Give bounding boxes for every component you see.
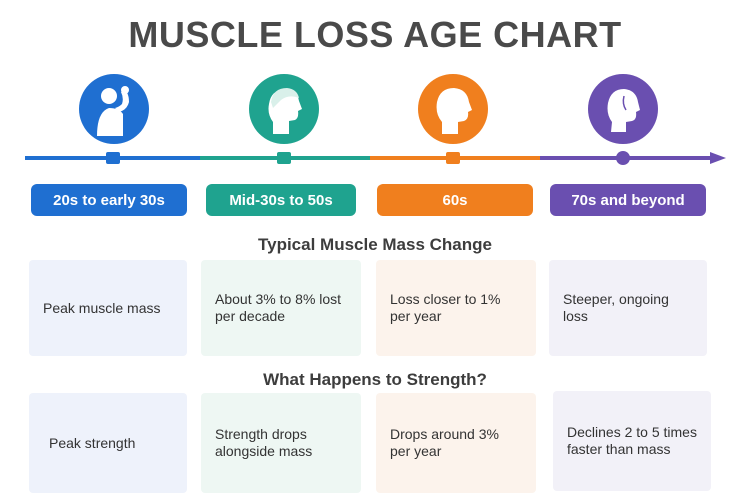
timeline-marker — [106, 152, 120, 164]
timeline-marker — [616, 151, 630, 165]
stage-label-60s: 60s — [377, 184, 533, 216]
flexing-arm-person-icon — [79, 74, 149, 144]
bald-head-profile-icon — [418, 74, 488, 144]
timeline-marker — [277, 152, 291, 164]
mass-card-70s: Steeper, ongoing loss — [549, 260, 707, 356]
mass-card-60s: Loss closer to 1% per year — [376, 260, 536, 356]
strength-card-20s: Peak strength — [29, 393, 187, 493]
mass-section-title: Typical Muscle Mass Change — [258, 235, 492, 254]
timeline — [25, 151, 726, 165]
strength-section-title: What Happens to Strength? — [263, 370, 487, 389]
mass-card-20s: Peak muscle mass — [29, 260, 187, 356]
strength-card-60s: Drops around 3% per year — [376, 393, 536, 493]
strength-card-70s: Declines 2 to 5 times faster than mass — [553, 391, 711, 491]
stage-label-70s: 70s and beyond — [550, 184, 706, 216]
mass-card-mid30s: About 3% to 8% lost per decade — [201, 260, 361, 356]
page-title: MUSCLE LOSS AGE CHART — [128, 14, 622, 55]
stage-label-mid30s: Mid-30s to 50s — [206, 184, 356, 216]
elderly-profile-icon — [588, 74, 658, 144]
timeline-marker — [446, 152, 460, 164]
head-profile-icon — [249, 74, 319, 144]
strength-card-mid30s: Strength drops alongside mass — [201, 393, 361, 493]
stage-label-20s: 20s to early 30s — [31, 184, 187, 216]
